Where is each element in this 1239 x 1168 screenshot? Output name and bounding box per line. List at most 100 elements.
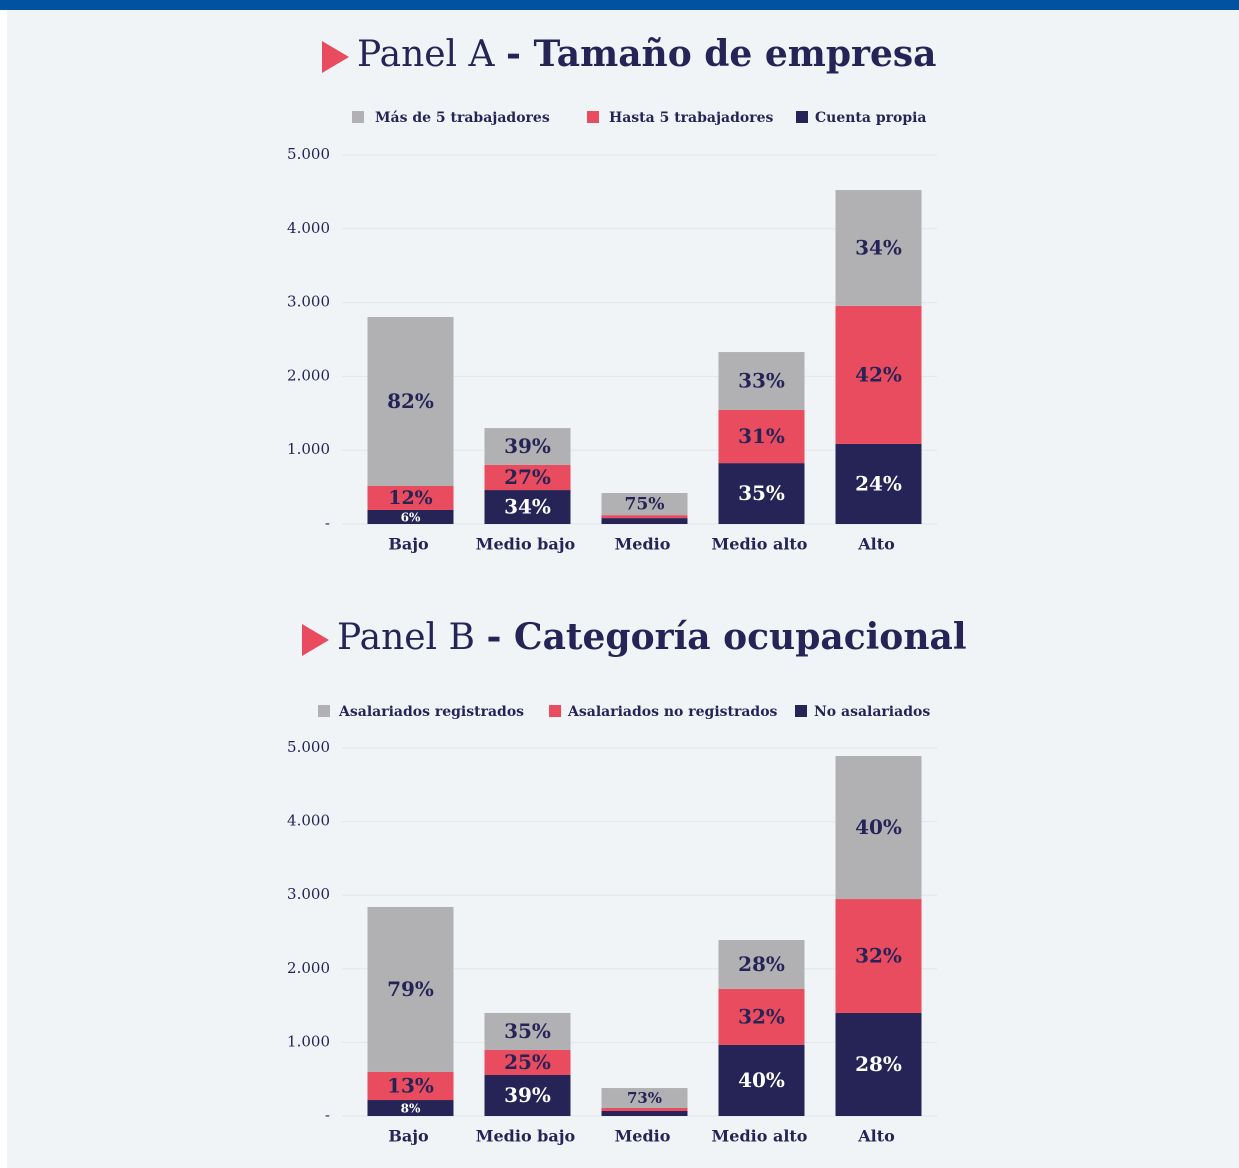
x-tick-label: Medio alto xyxy=(712,1127,808,1146)
bar-segment xyxy=(718,988,805,1045)
value-label: 34% xyxy=(504,495,551,519)
y-tick-label: 2.000 xyxy=(287,959,330,977)
x-tick-label: Medio xyxy=(615,535,671,554)
value-label: 32% xyxy=(738,1004,785,1028)
value-label: 24% xyxy=(855,471,902,495)
x-tick-label: Bajo xyxy=(388,535,429,554)
legend-swatch xyxy=(549,705,561,717)
bar-segment xyxy=(367,1071,454,1101)
title-main: - Tamaño de empresa xyxy=(506,33,937,75)
x-tick-label: Alto xyxy=(857,535,895,554)
bar-segment xyxy=(484,1049,571,1076)
bar-segment xyxy=(835,305,922,444)
x-tick-label: Medio bajo xyxy=(476,535,576,554)
bar-segment xyxy=(601,1088,688,1108)
y-tick-label: 4.000 xyxy=(287,219,330,237)
value-label: 73% xyxy=(627,1089,662,1107)
value-label: 25% xyxy=(504,1050,551,1074)
value-label: 40% xyxy=(855,815,902,839)
legend-swatch xyxy=(318,705,330,717)
bar-segment xyxy=(835,899,922,1013)
title-main: - Categoría ocupacional xyxy=(486,616,966,658)
x-tick-label: Bajo xyxy=(388,1127,429,1146)
y-tick-label: 5.000 xyxy=(287,738,330,756)
bar-segment xyxy=(484,464,571,491)
y-tick-label: 1.000 xyxy=(287,440,330,458)
bar-segment xyxy=(367,906,454,1072)
value-label: 8% xyxy=(401,1102,421,1116)
bar-segment xyxy=(484,1075,571,1116)
bar-segment xyxy=(718,940,805,989)
legend-label: Asalariados no registrados xyxy=(567,704,778,720)
value-label: 40% xyxy=(738,1068,785,1092)
legend-label: Asalariados registrados xyxy=(338,704,524,720)
bar-segment xyxy=(718,463,805,524)
bar-segment xyxy=(835,1012,922,1116)
legend-label: No asalariados xyxy=(814,704,930,720)
value-label: 6% xyxy=(401,510,421,524)
value-label: 27% xyxy=(504,465,551,489)
bar-segment xyxy=(484,428,571,465)
value-label: 35% xyxy=(504,1019,551,1043)
value-label: 79% xyxy=(387,977,434,1001)
background xyxy=(7,0,1239,1168)
legend-swatch xyxy=(587,111,599,123)
value-label: 35% xyxy=(738,481,785,505)
x-tick-label: Medio bajo xyxy=(476,1127,576,1146)
title-marker xyxy=(322,41,349,73)
title-lead: Panel A xyxy=(357,34,496,75)
chart-title: Panel A - Tamaño de empresa xyxy=(357,33,937,75)
bar-segment xyxy=(835,756,922,900)
y-tick-label: 3.000 xyxy=(287,885,330,903)
y-tick-label: - xyxy=(325,514,330,532)
value-label: 28% xyxy=(738,952,785,976)
bar-segment xyxy=(367,1100,454,1116)
value-label: 75% xyxy=(624,495,664,515)
bar-segment xyxy=(367,316,454,486)
value-label: 34% xyxy=(855,235,902,259)
bar-segment xyxy=(601,493,688,516)
value-label: 82% xyxy=(387,389,434,413)
value-label: 33% xyxy=(738,369,785,393)
x-tick-label: Medio xyxy=(615,1127,671,1146)
legend-label: Más de 5 trabajadores xyxy=(375,110,550,126)
bar-segment xyxy=(367,485,454,510)
legend-swatch xyxy=(796,111,808,123)
legend-swatch xyxy=(352,111,364,123)
y-tick-label: 1.000 xyxy=(287,1032,330,1050)
x-tick-label: Alto xyxy=(857,1127,895,1146)
y-tick-label: - xyxy=(325,1106,330,1124)
y-tick-label: 4.000 xyxy=(287,812,330,830)
bar-segment xyxy=(367,509,454,524)
top-bar xyxy=(0,0,1239,10)
title-lead: Panel B xyxy=(337,617,475,658)
bar-segment xyxy=(484,1012,571,1050)
value-label: 32% xyxy=(855,943,902,967)
bar-segment xyxy=(601,1107,688,1111)
value-label: 13% xyxy=(387,1074,434,1098)
y-tick-label: 5.000 xyxy=(287,145,330,163)
bar-segment xyxy=(835,190,922,306)
x-tick-label: Medio alto xyxy=(712,535,808,554)
chart-title: Panel B - Categoría ocupacional xyxy=(337,616,967,658)
value-label: 12% xyxy=(388,487,432,509)
bar-segment xyxy=(835,443,922,524)
bar-segment xyxy=(718,1044,805,1116)
legend-label: Hasta 5 trabajadores xyxy=(609,110,774,126)
bar-segment xyxy=(718,409,805,464)
bar-segment xyxy=(601,1110,688,1116)
bar-segment xyxy=(601,515,688,519)
legend-swatch xyxy=(795,705,807,717)
value-label: 42% xyxy=(855,362,902,386)
bar-segment xyxy=(718,352,805,410)
title-marker xyxy=(302,624,329,656)
legend-label: Cuenta propia xyxy=(815,110,927,126)
value-label: 39% xyxy=(504,1083,551,1107)
y-tick-label: 2.000 xyxy=(287,366,330,384)
value-label: 28% xyxy=(855,1052,902,1076)
bar-segment xyxy=(601,518,688,524)
value-label: 39% xyxy=(504,434,551,458)
bar-segment xyxy=(484,490,571,524)
